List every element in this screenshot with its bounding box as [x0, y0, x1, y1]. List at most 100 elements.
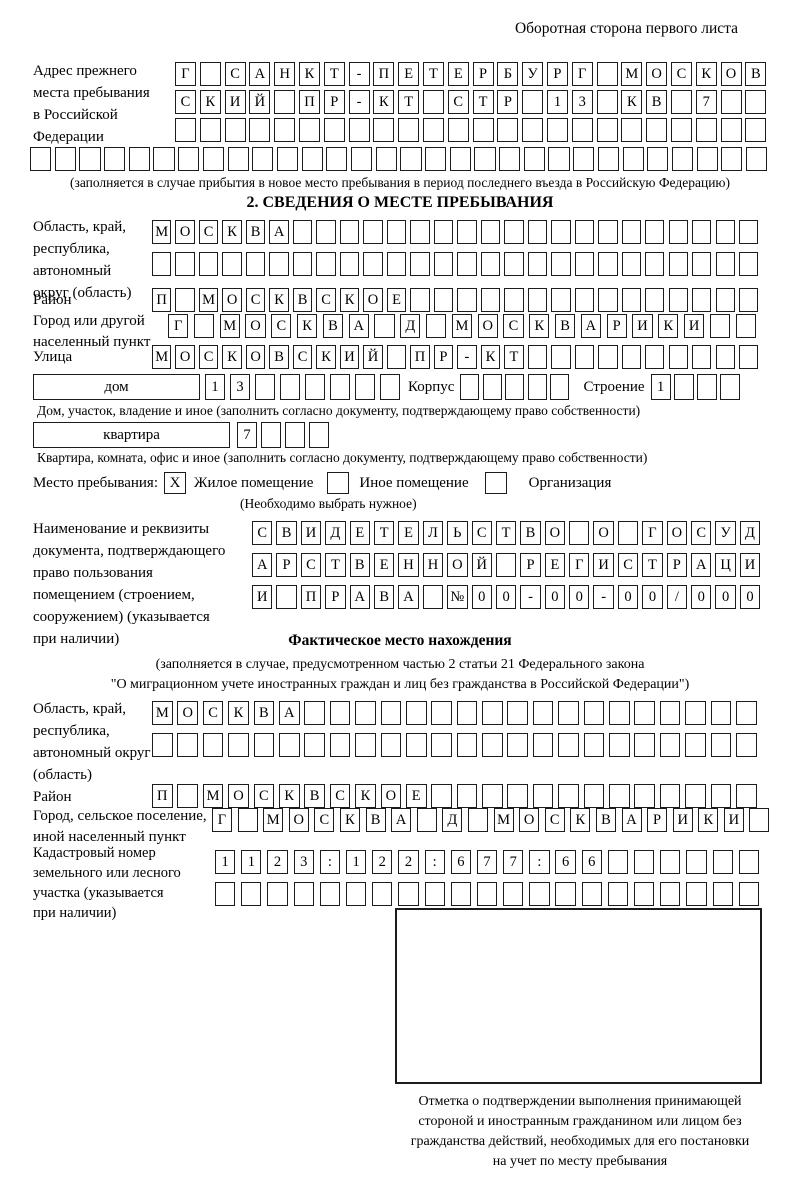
char-cell[interactable]: 0 [617, 585, 639, 609]
char-cell[interactable]: Д [400, 314, 421, 338]
char-cell[interactable]: М [451, 314, 473, 338]
char-cell[interactable] [621, 118, 643, 142]
char-cell[interactable] [199, 62, 221, 86]
char-cell[interactable] [622, 147, 644, 171]
char-cell[interactable]: 1 [345, 850, 367, 874]
char-cell[interactable] [261, 422, 281, 448]
char-cell[interactable] [574, 220, 595, 244]
char-cell[interactable] [375, 147, 397, 171]
char-cell[interactable] [269, 252, 289, 276]
char-cell[interactable] [476, 882, 498, 906]
char-cell[interactable]: И [224, 90, 246, 114]
char-cell[interactable] [410, 220, 430, 244]
char-cell[interactable] [175, 252, 195, 276]
char-cell[interactable] [400, 147, 422, 171]
char-cell[interactable]: Г [642, 521, 663, 545]
char-cell[interactable]: Е [373, 553, 395, 577]
char-cell[interactable] [634, 733, 656, 757]
char-cell[interactable]: : [529, 850, 550, 874]
char-cell[interactable]: 0 [715, 585, 736, 609]
char-cell[interactable]: Т [504, 345, 524, 369]
char-cell[interactable] [433, 220, 454, 244]
char-cell[interactable]: 0 [495, 585, 517, 609]
char-cell[interactable]: М [152, 701, 173, 725]
char-cell[interactable] [686, 882, 707, 906]
char-cell[interactable] [202, 733, 224, 757]
char-cell[interactable] [710, 784, 732, 808]
char-cell[interactable] [504, 252, 524, 276]
char-cell[interactable]: О [519, 808, 540, 832]
char-cell[interactable]: 7 [476, 850, 498, 874]
char-cell[interactable]: М [202, 784, 224, 808]
char-cell[interactable]: И [723, 808, 744, 832]
char-cell[interactable] [355, 733, 376, 757]
char-cell[interactable]: И [683, 314, 705, 338]
char-cell[interactable] [504, 288, 524, 312]
char-cell[interactable]: О [380, 784, 402, 808]
char-cell[interactable] [609, 733, 630, 757]
char-cell[interactable] [551, 288, 571, 312]
char-cell[interactable] [745, 90, 767, 114]
char-cell[interactable] [715, 288, 735, 312]
char-cell[interactable]: А [580, 314, 602, 338]
char-cell[interactable] [735, 701, 757, 725]
char-cell[interactable] [668, 252, 688, 276]
char-cell[interactable]: Р [323, 90, 345, 114]
char-cell[interactable] [305, 374, 325, 400]
char-cell[interactable] [450, 882, 471, 906]
char-cell[interactable] [363, 252, 383, 276]
char-cell[interactable] [685, 733, 706, 757]
char-cell[interactable] [416, 808, 437, 832]
char-cell[interactable] [292, 252, 313, 276]
char-cell[interactable] [280, 374, 300, 400]
char-cell[interactable] [745, 147, 768, 171]
char-cell[interactable] [735, 733, 757, 757]
char-cell[interactable] [433, 288, 454, 312]
char-cell[interactable] [237, 808, 258, 832]
char-cell[interactable] [495, 553, 517, 577]
char-cell[interactable] [410, 252, 430, 276]
char-cell[interactable] [215, 882, 236, 906]
char-cell[interactable] [293, 882, 314, 906]
char-cell[interactable] [460, 374, 480, 400]
char-cell[interactable] [735, 784, 757, 808]
char-cell[interactable] [355, 701, 376, 725]
char-cell[interactable] [398, 118, 420, 142]
char-cell[interactable]: М [219, 314, 240, 338]
char-cell[interactable] [598, 220, 618, 244]
char-cell[interactable]: С [245, 288, 266, 312]
char-cell[interactable] [685, 784, 706, 808]
char-cell[interactable] [710, 733, 732, 757]
char-cell[interactable]: 0 [471, 585, 492, 609]
char-cell[interactable] [380, 374, 400, 400]
char-cell[interactable]: 2 [398, 850, 419, 874]
char-cell[interactable] [330, 374, 350, 400]
char-cell[interactable] [474, 147, 496, 171]
char-cell[interactable] [607, 882, 629, 906]
char-cell[interactable]: Г [569, 553, 590, 577]
char-cell[interactable]: К [222, 345, 242, 369]
char-cell[interactable] [574, 345, 595, 369]
char-cell[interactable] [527, 374, 547, 400]
char-cell[interactable] [178, 147, 200, 171]
char-cell[interactable] [457, 252, 477, 276]
char-cell[interactable] [503, 882, 524, 906]
char-cell[interactable] [431, 701, 452, 725]
char-cell[interactable] [355, 374, 375, 400]
char-cell[interactable] [574, 288, 595, 312]
kvartira-cells[interactable]: 7 [237, 422, 329, 448]
char-cell[interactable] [668, 288, 688, 312]
char-cell[interactable]: 7 [503, 850, 524, 874]
char-cell[interactable]: Е [447, 62, 469, 86]
char-cell[interactable]: Р [546, 62, 568, 86]
char-cell[interactable] [30, 147, 52, 171]
char-cell[interactable] [532, 733, 554, 757]
char-cell[interactable]: О [245, 314, 266, 338]
char-cell[interactable] [739, 220, 759, 244]
char-cell[interactable]: У [715, 521, 736, 545]
char-cell[interactable] [228, 733, 249, 757]
char-cell[interactable]: Й [249, 90, 271, 114]
char-cell[interactable] [499, 147, 521, 171]
korpus-cells[interactable] [460, 374, 570, 400]
char-cell[interactable]: Г [212, 808, 232, 832]
